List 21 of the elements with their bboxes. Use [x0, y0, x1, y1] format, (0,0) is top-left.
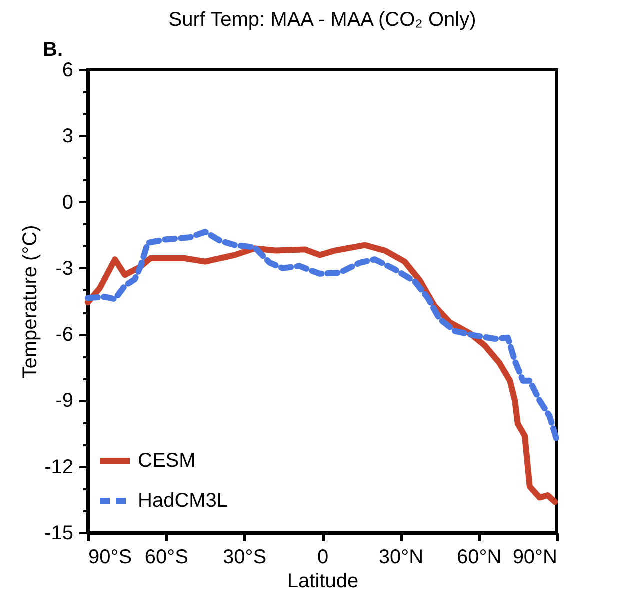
y-tick-label: -15: [44, 522, 74, 544]
x-tick-label: 30°S: [223, 546, 267, 568]
chart-title: Surf Temp: MAA - MAA (CO₂ Only): [168, 9, 476, 31]
text: B.: [43, 39, 63, 61]
x-tick-label: 30°N: [378, 546, 424, 568]
y-tick-label: -9: [56, 390, 74, 412]
legend-label: HadCM3L: [138, 490, 228, 512]
legend-label: CESM: [138, 450, 196, 472]
y-tick-label: 3: [62, 126, 74, 148]
x-tick-label: 60°N: [456, 546, 502, 568]
x-tick-label: 90°S: [88, 546, 132, 568]
x-tick-label: 0: [317, 546, 329, 568]
x-tick-label: 60°S: [144, 546, 188, 568]
x-axis-title: Latitude: [287, 570, 359, 592]
y-tick-label: -12: [44, 456, 74, 478]
x-tick-label: 90°N: [512, 546, 558, 568]
y-tick-label: -6: [56, 324, 74, 346]
y-tick-label: 0: [62, 192, 74, 214]
y-tick-label: -3: [56, 258, 74, 280]
y-axis-title: Temperature (°C): [20, 225, 42, 379]
y-tick-label: 6: [62, 60, 74, 82]
